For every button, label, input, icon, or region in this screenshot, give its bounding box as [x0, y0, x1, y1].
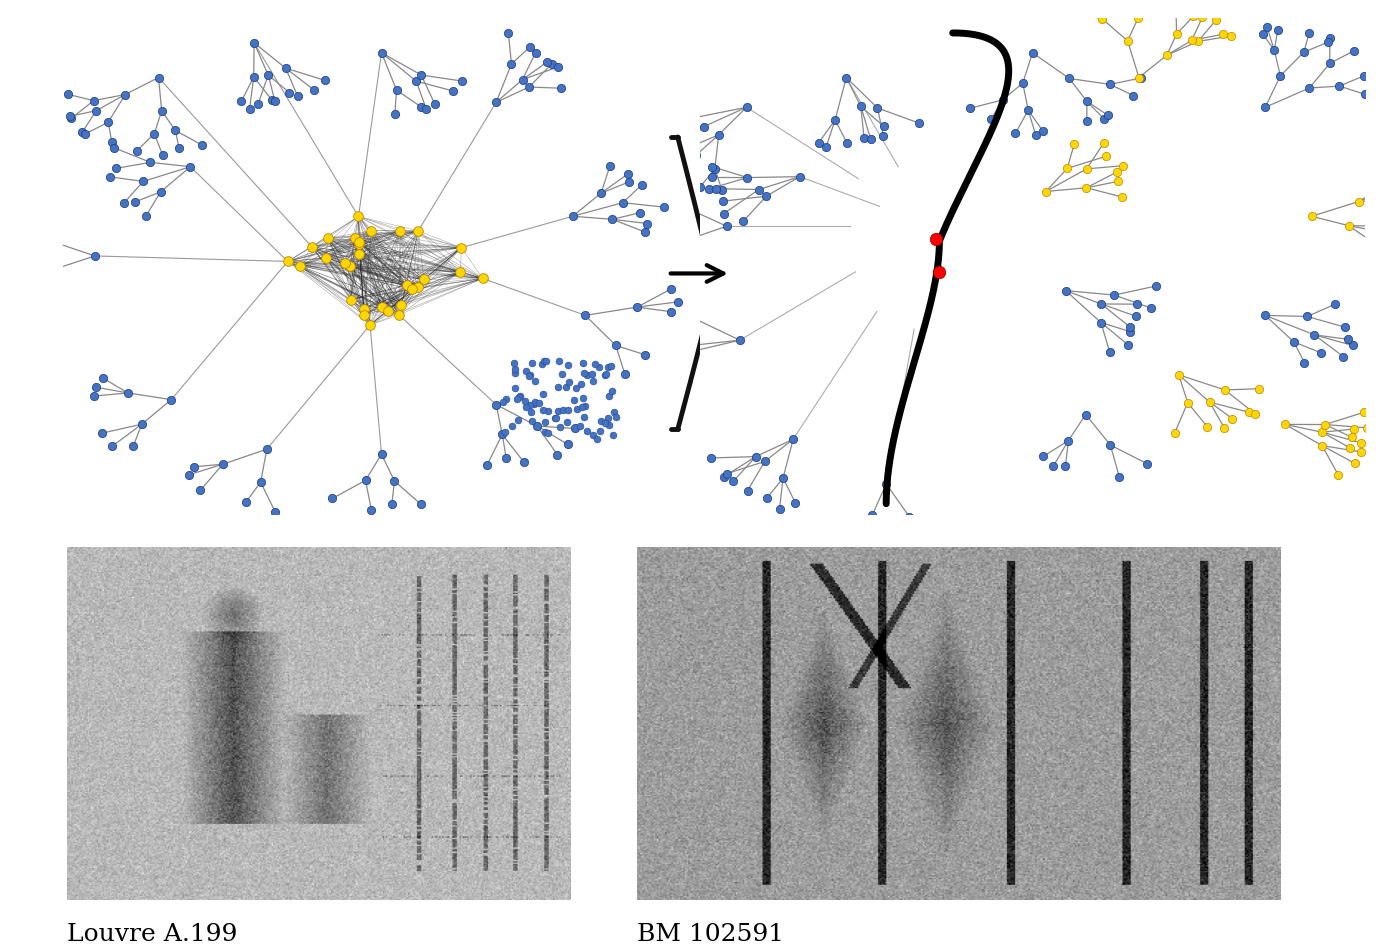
Text: BM 102591: BM 102591	[637, 922, 784, 944]
Text: Louvre A.199: Louvre A.199	[67, 922, 238, 944]
